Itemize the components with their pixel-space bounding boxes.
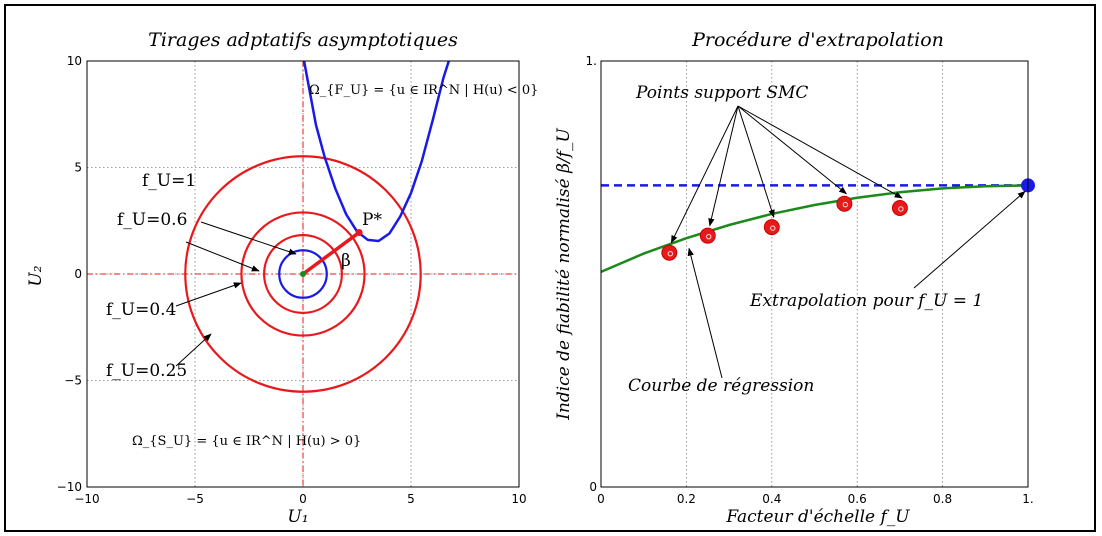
right-tick-labels: 0 0.2 0.4 0.6 0.8 1. 0 1. bbox=[586, 54, 1034, 506]
support-arrow bbox=[708, 105, 739, 227]
left-x-tick-label: −10 bbox=[74, 492, 99, 506]
support-point-highlight bbox=[898, 206, 904, 212]
sampling-circle bbox=[263, 234, 343, 314]
right-chart: Procédure d'extrapolation 0 0.2 0.4 0.6 0.8 1… bbox=[554, 29, 1035, 527]
design-point-marker bbox=[355, 228, 363, 236]
left-y-tick-label: −5 bbox=[64, 374, 82, 388]
left-tick-labels: −10 −5 0 5 10 −10 −5 0 5 10 bbox=[57, 54, 527, 506]
right-x-tick-label: 0 bbox=[597, 492, 605, 506]
support-point-marker bbox=[891, 199, 908, 216]
arrow-fu-1 bbox=[185, 241, 260, 272]
limit-state-curve bbox=[302, 60, 450, 243]
support-arrow bbox=[737, 105, 848, 195]
right-x-tick-label: 0.6 bbox=[848, 492, 867, 506]
design-point-label: P* bbox=[362, 210, 382, 230]
figure-canvas: Tirages adptatifs asymptotiques −10 −5 0 5 1… bbox=[26, 29, 1035, 527]
left-y-tick-label: 0 bbox=[74, 267, 82, 281]
beta-segment bbox=[301, 231, 361, 276]
left-y-axis-label: U₂ bbox=[26, 265, 46, 286]
left-y-tick-label: −10 bbox=[57, 480, 82, 494]
arrow-fu-025 bbox=[175, 333, 212, 367]
origin-marker bbox=[300, 271, 306, 277]
right-x-tick-label: 0.4 bbox=[762, 492, 781, 506]
right-grid bbox=[686, 61, 943, 487]
sampling-circle bbox=[184, 155, 422, 393]
regression-arrow bbox=[687, 247, 723, 379]
right-x-tick-label: 0.2 bbox=[677, 492, 696, 506]
beta-label: β bbox=[341, 251, 351, 271]
arrow-fu-06 bbox=[200, 221, 297, 255]
support-point-marker bbox=[836, 195, 853, 212]
support-point-highlight bbox=[842, 202, 849, 208]
right-y-tick-label: 0 bbox=[589, 480, 597, 494]
sampling-circle bbox=[278, 249, 328, 299]
left-x-axis-label: U₁ bbox=[287, 507, 308, 527]
right-x-tick-label: 1. bbox=[1022, 492, 1033, 506]
support-point-marker bbox=[661, 244, 678, 261]
arrow-fu-04 bbox=[175, 282, 242, 307]
left-chart-title: Tirages adptatifs asymptotiques bbox=[148, 29, 458, 51]
annotation-support-points: Points support SMC bbox=[635, 83, 808, 103]
annotation-extrapolation: Extrapolation pour f_U = 1 bbox=[749, 291, 983, 311]
support-arrow bbox=[737, 105, 775, 218]
left-chart: Tirages adptatifs asymptotiques −10 −5 0 5 1… bbox=[26, 29, 538, 527]
label-fu-06: f_U=0.6 bbox=[117, 210, 187, 230]
right-y-axis-label: Indice de fiabilité normalisé β/f_U bbox=[554, 128, 574, 421]
left-axes-frame bbox=[86, 60, 520, 488]
right-annotation-arrows bbox=[670, 105, 1026, 379]
support-point-highlight bbox=[667, 251, 674, 257]
support-arrow bbox=[670, 105, 739, 244]
support-point-marker bbox=[763, 219, 780, 236]
right-x-axis-label: Facteur d'échelle f_U bbox=[725, 507, 910, 527]
left-y-tick-label: 10 bbox=[67, 54, 82, 68]
failure-domain-label: Ω_{F_U} = {u ∈ IR^N | H(u) < 0} bbox=[309, 83, 538, 98]
left-y-tick-label: 5 bbox=[74, 161, 82, 175]
support-point-highlight bbox=[770, 225, 776, 231]
label-fu-04: f_U=0.4 bbox=[106, 300, 176, 320]
right-plot-area bbox=[600, 178, 1035, 274]
right-y-tick-label: 1. bbox=[586, 54, 597, 68]
figure-frame: Tirages adptatifs asymptotiques −10 −5 0 5 1… bbox=[4, 4, 1096, 532]
support-point-highlight bbox=[706, 233, 712, 240]
annotation-regression: Courbe de régression bbox=[628, 376, 814, 396]
right-chart-title: Procédure d'extrapolation bbox=[691, 29, 944, 51]
right-x-tick-label: 0.8 bbox=[933, 492, 952, 506]
left-x-tick-label: 5 bbox=[407, 492, 415, 506]
safe-domain-label: Ω_{S_U} = {u ∈ IR^N | H(u) > 0} bbox=[132, 434, 361, 449]
label-fu-1: f_U=1 bbox=[142, 171, 196, 191]
right-axes-frame bbox=[600, 60, 1029, 488]
left-x-tick-label: 0 bbox=[299, 492, 307, 506]
left-x-tick-label: 10 bbox=[511, 492, 526, 506]
support-arrow bbox=[737, 105, 903, 199]
left-x-tick-label: −5 bbox=[186, 492, 204, 506]
sampling-circle bbox=[240, 211, 366, 337]
support-point-marker bbox=[699, 227, 716, 244]
left-plot-area bbox=[87, 60, 519, 487]
extrapolation-arrow bbox=[913, 190, 1026, 289]
label-fu-025: f_U=0.25 bbox=[106, 361, 187, 381]
